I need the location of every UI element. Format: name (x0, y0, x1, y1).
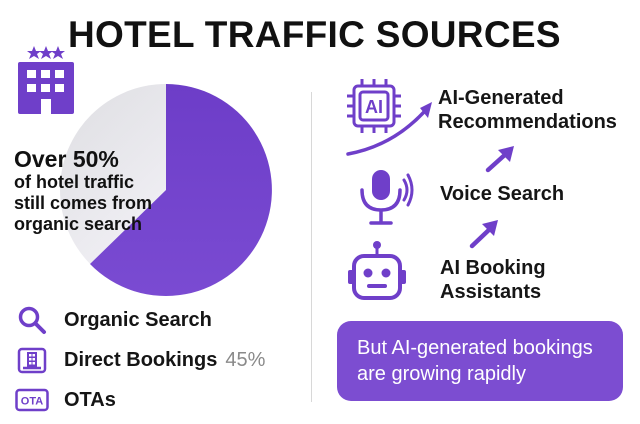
hotel-building-icon (18, 46, 74, 114)
section-divider (311, 92, 312, 402)
building-icon (17, 347, 47, 374)
microphone-icon (360, 170, 414, 225)
legend-label: OTAs (64, 388, 116, 411)
trend-label: AI Booking (440, 257, 546, 279)
callout-box: But AI-generated bookings are growing ra… (337, 321, 623, 401)
legend-value: 45% (225, 348, 266, 371)
ota-icon: OTA (15, 388, 49, 412)
callout-line: But AI-generated bookings (357, 337, 593, 359)
ota-icon-text: OTA (21, 396, 43, 408)
pie-subtext-line: still comes from (14, 193, 153, 213)
ai-chip-icon: AI (346, 79, 432, 156)
trend-up-arrow-icon (485, 146, 514, 173)
legend-item-organic-search: Organic Search (14, 304, 212, 336)
page-title: HOTEL TRAFFIC SOURCES (68, 14, 561, 55)
pie-headline: Over 50% (14, 146, 119, 172)
pie-subtext-line: organic search (14, 214, 143, 234)
legend-item-direct-bookings: Direct Bookings 45% (14, 344, 265, 376)
trend-label: Assistants (440, 281, 542, 303)
legend-label: Organic Search (64, 308, 212, 331)
legend-item-otas: OTA OTAs (14, 384, 116, 416)
trend-label: Recommendations (438, 111, 617, 133)
search-icon (18, 306, 46, 334)
trend-voice-search: Voice Search (440, 182, 564, 206)
trend-ai-booking-assistants: AI Booking Assistants (440, 256, 546, 304)
pie-subtext-line: of hotel traffic (14, 172, 134, 192)
ai-chip-label: AI (365, 97, 383, 117)
pie-caption: Over 50% of hotel traffic still comes fr… (14, 146, 214, 235)
callout-line: are growing rapidly (357, 363, 526, 385)
robot-icon (348, 241, 406, 300)
trend-label: AI-Generated (438, 87, 564, 109)
traffic-pie-chart (60, 84, 272, 296)
pie-slice-organic (90, 84, 272, 296)
trend-ai-recommendations: AI-Generated Recommendations (438, 86, 617, 134)
trend-up-arrow-icon (469, 220, 498, 249)
trend-label: Voice Search (440, 183, 565, 205)
legend-label: Direct Bookings (64, 348, 218, 371)
